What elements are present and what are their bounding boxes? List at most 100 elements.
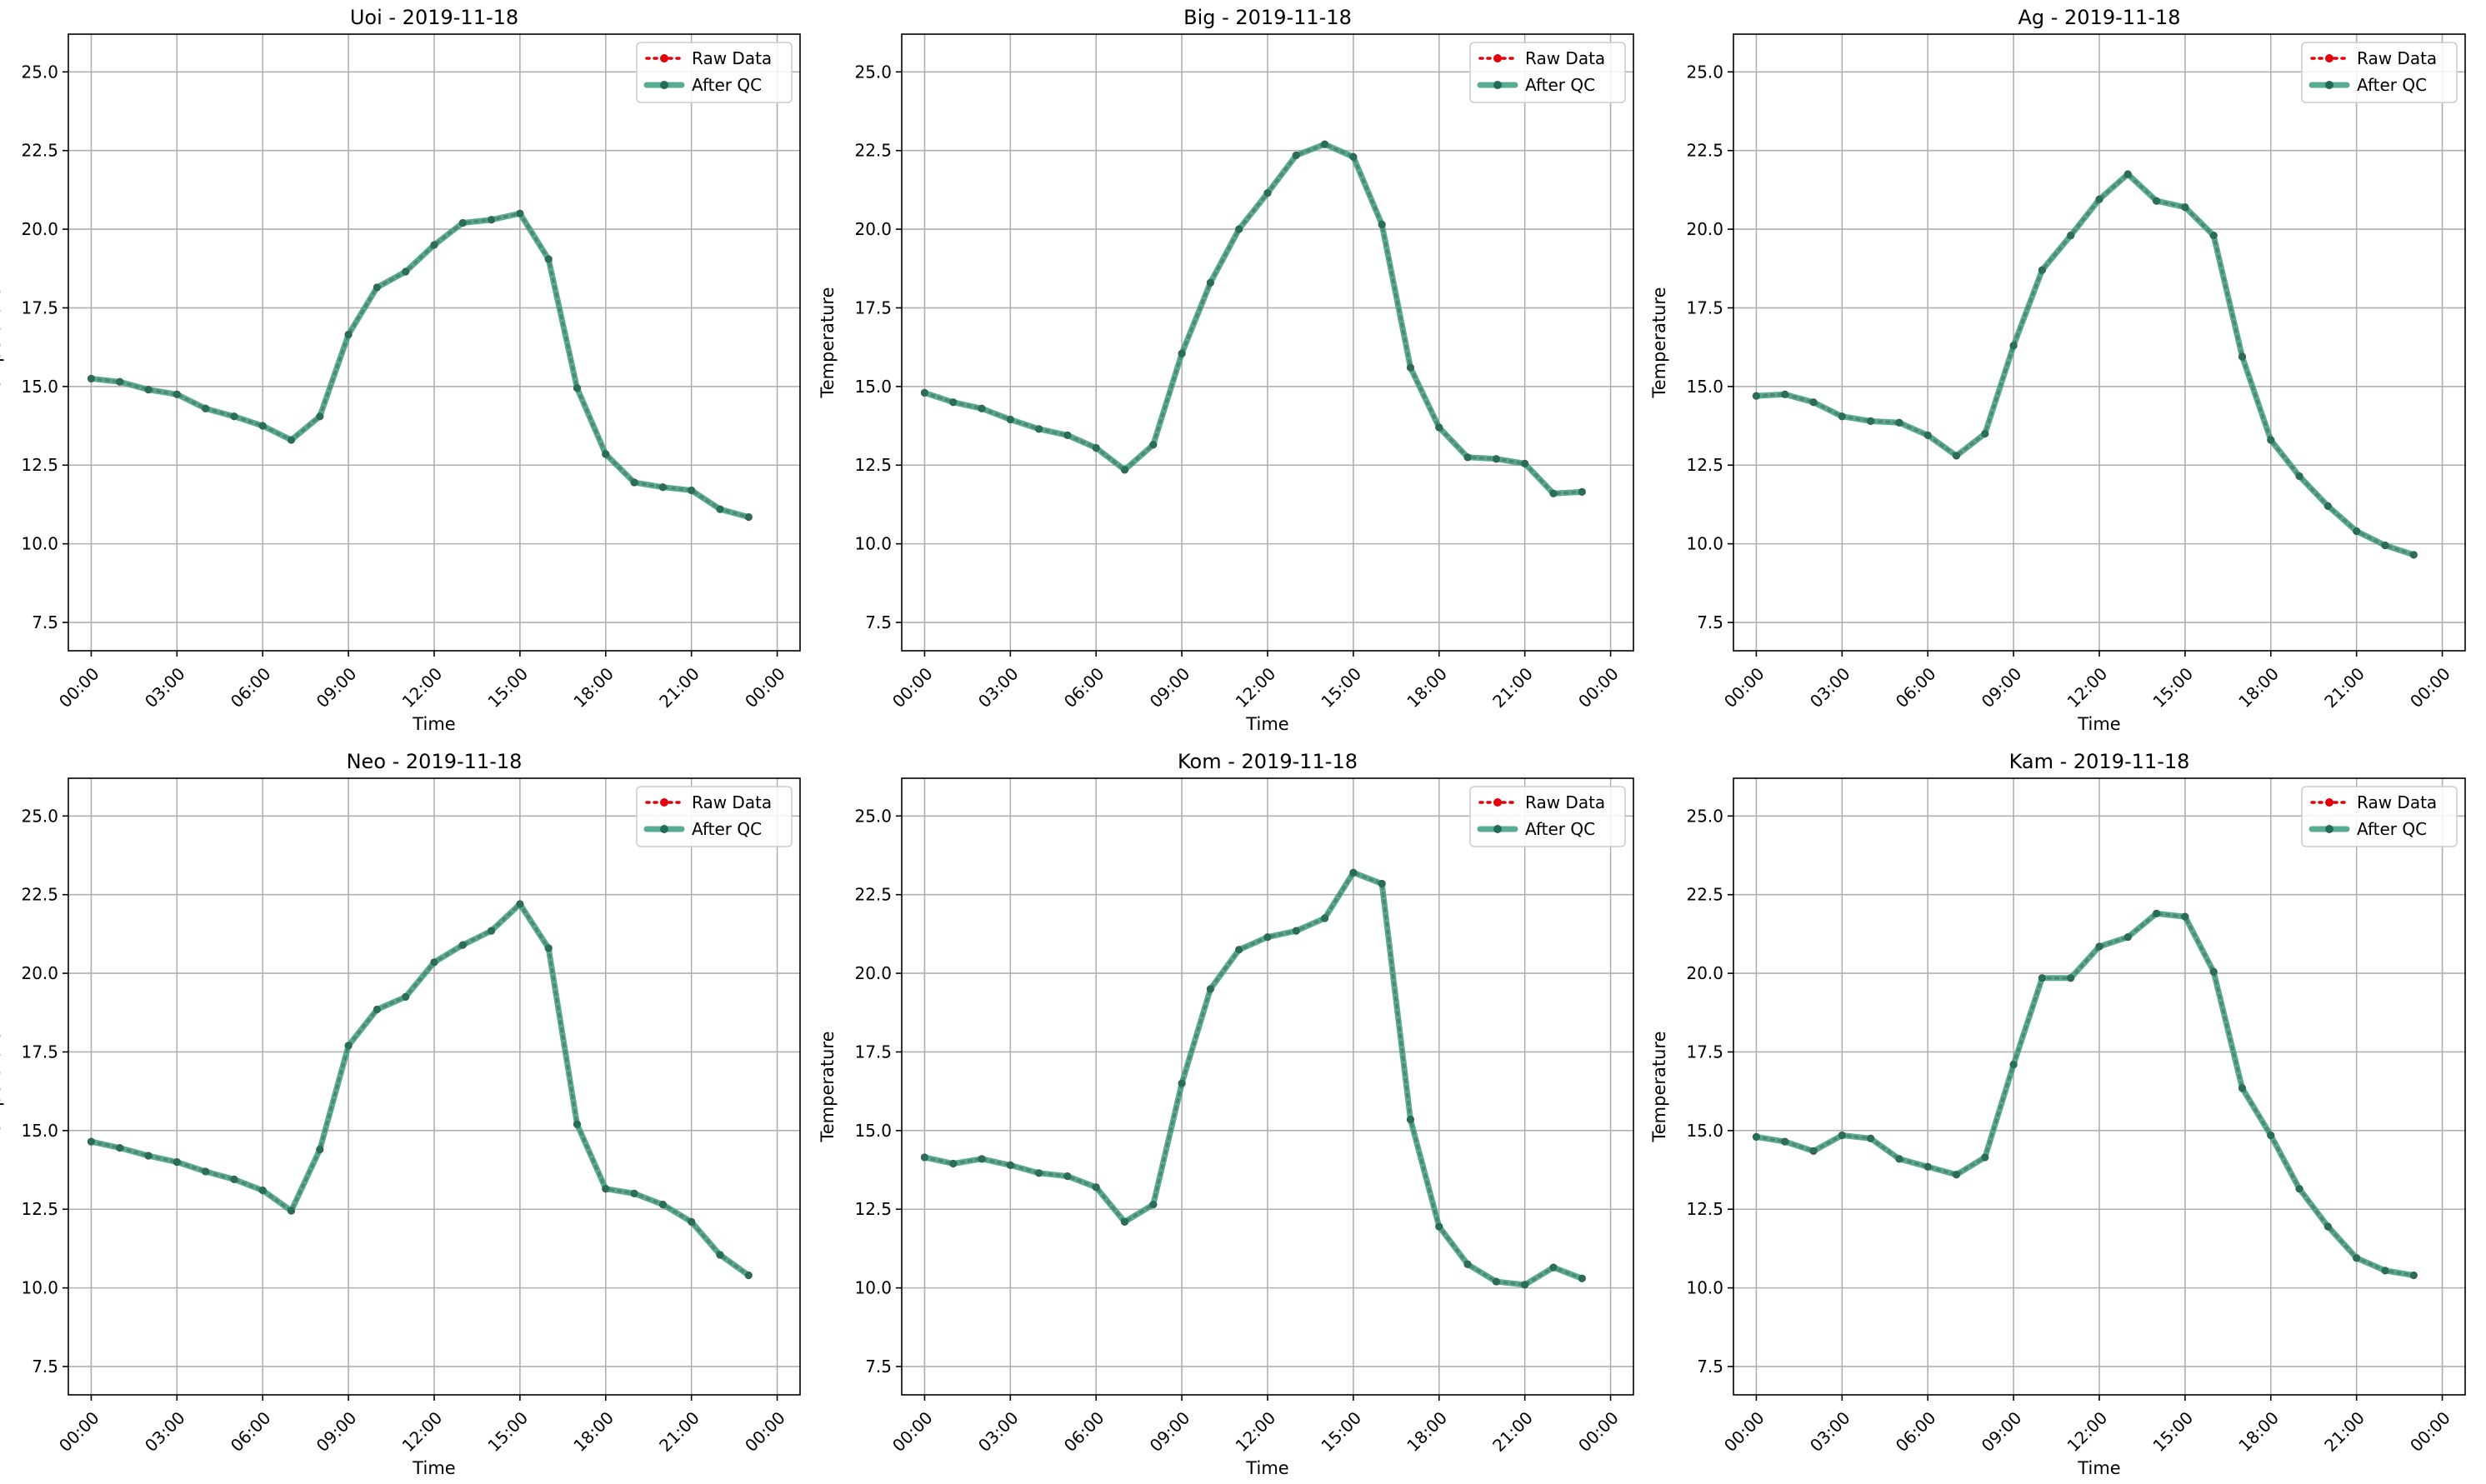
legend-marker-raw — [660, 54, 668, 62]
data-point — [1578, 1274, 1586, 1282]
data-point — [1006, 415, 1014, 424]
x-tick-label: 06:00 — [1892, 663, 1940, 712]
y-tick-label: 20.0 — [21, 219, 58, 239]
chart-title: Kom - 2019-11-18 — [1178, 750, 1358, 773]
chart-title: Uoi - 2019-11-18 — [350, 6, 518, 29]
series-line — [88, 901, 752, 1279]
data-point — [2123, 170, 2132, 178]
y-tick-label: 20.0 — [854, 963, 892, 983]
x-tick-label: 00:00 — [55, 1407, 103, 1456]
data-point — [658, 483, 667, 492]
data-point — [2181, 912, 2189, 921]
data-point — [2009, 1060, 2018, 1069]
chart-panel: 00:00 03:00 06:00 09:00 12:00 15:00 18:00 21:00… — [818, 750, 1634, 1478]
y-tick-label: 10.0 — [1686, 534, 1723, 554]
y-tick-label: 15.0 — [21, 377, 58, 397]
data-point — [87, 374, 96, 383]
chart-title: Ag - 2019-11-18 — [2018, 6, 2180, 29]
legend: Raw Data After QC — [636, 786, 793, 847]
series-after-qc — [87, 209, 753, 522]
series-after-qc — [920, 140, 1586, 497]
legend-marker-qc — [660, 825, 668, 833]
legend-marker-qc — [1493, 81, 1502, 89]
data-point — [1923, 1162, 1932, 1171]
y-tick-label: 15.0 — [21, 1121, 58, 1141]
data-point — [2353, 1254, 2361, 1262]
y-tick-label: 17.5 — [1686, 297, 1723, 317]
y-tick-label: 10.0 — [21, 534, 58, 554]
y-tick-label: 10.0 — [854, 1278, 892, 1298]
legend-label-qc: After QC — [2357, 819, 2427, 839]
x-tick-label: 12:00 — [398, 1407, 447, 1456]
chart-panel: 00:00 03:00 06:00 09:00 12:00 15:00 18:00 21:00… — [0, 750, 801, 1478]
data-point — [516, 209, 524, 217]
x-tick-label: 00:00 — [55, 663, 103, 712]
data-point — [978, 404, 986, 412]
data-point — [316, 412, 324, 421]
legend-label-qc: After QC — [1525, 819, 1595, 839]
data-point — [402, 992, 410, 1001]
data-point — [1521, 459, 1529, 467]
data-point — [516, 900, 524, 908]
y-axis-label: Temperature — [0, 1031, 4, 1142]
legend-label-qc: After QC — [1525, 75, 1595, 95]
chart-panel: 00:00 03:00 06:00 09:00 12:00 15:00 18:00 21:00… — [818, 6, 1634, 734]
data-point — [202, 404, 210, 412]
data-point — [602, 1185, 610, 1193]
data-point — [544, 255, 553, 263]
x-tick-label: 03:00 — [974, 1407, 1023, 1456]
y-tick-label: 7.5 — [865, 1357, 892, 1377]
data-point — [1867, 417, 1875, 425]
y-tick-label: 15.0 — [1686, 1121, 1723, 1141]
data-point — [2267, 436, 2275, 444]
chart-title: Big - 2019-11-18 — [1183, 6, 1352, 29]
data-point — [2095, 195, 2103, 203]
series-line — [923, 871, 1584, 1287]
data-point — [1178, 1079, 1186, 1087]
y-tick-label: 7.5 — [32, 612, 58, 632]
x-tick-label: 21:00 — [1488, 1407, 1537, 1456]
y-tick-label: 20.0 — [1686, 963, 1723, 983]
x-tick-label: 12:00 — [1232, 1407, 1280, 1456]
x-tick-label: 09:00 — [313, 663, 361, 712]
data-point — [2152, 909, 2161, 917]
data-point — [230, 1175, 238, 1183]
series-line — [921, 869, 1585, 1288]
y-axis-label: Temperature — [1649, 1031, 1669, 1142]
data-point — [1035, 1169, 1043, 1177]
data-point — [1809, 398, 1818, 407]
data-point — [2323, 502, 2332, 510]
chart-title: Neo - 2019-11-18 — [347, 750, 523, 773]
data-point — [2267, 1131, 2275, 1140]
x-tick-label: 21:00 — [2320, 663, 2368, 712]
data-point — [744, 512, 753, 522]
data-point — [2209, 232, 2218, 240]
x-axis-label: Time — [412, 714, 455, 734]
legend-marker-raw — [2325, 54, 2333, 62]
legend-marker-raw — [1493, 54, 1502, 62]
x-axis-label: Time — [2077, 714, 2120, 734]
x-tick-label: 06:00 — [227, 1407, 275, 1456]
data-point — [2381, 1267, 2389, 1275]
x-tick-label: 15:00 — [1317, 663, 1365, 712]
data-point — [2009, 342, 2018, 350]
legend-label-raw: Raw Data — [1525, 48, 1605, 68]
data-point — [2038, 266, 2047, 274]
data-point — [1120, 466, 1129, 474]
data-point — [978, 1155, 986, 1163]
data-point — [602, 450, 610, 458]
data-point — [1549, 1263, 1558, 1272]
data-point — [544, 944, 553, 952]
x-tick-label: 06:00 — [1060, 663, 1108, 712]
data-point — [1981, 1153, 1989, 1162]
data-point — [1492, 1277, 1500, 1286]
data-point — [1923, 431, 1932, 439]
data-point — [202, 1167, 210, 1176]
y-tick-label: 22.5 — [21, 885, 58, 905]
y-tick-label: 22.5 — [1686, 885, 1723, 905]
x-tick-label: 00:00 — [741, 663, 789, 712]
data-point — [287, 1207, 296, 1215]
x-tick-label: 00:00 — [1720, 663, 1768, 712]
y-tick-label: 12.5 — [1686, 1199, 1723, 1219]
